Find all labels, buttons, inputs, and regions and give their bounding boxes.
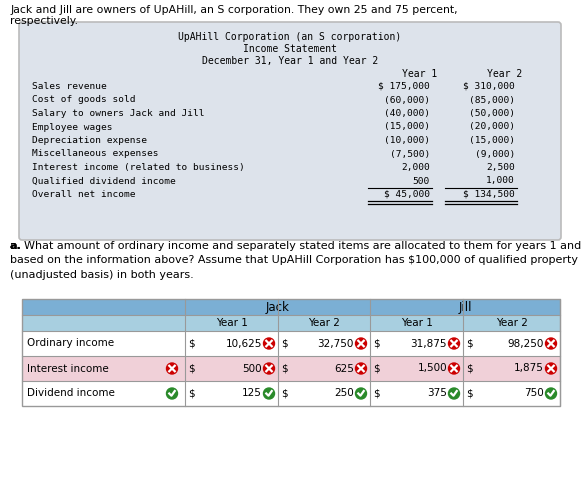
Text: respectively.: respectively.: [10, 16, 78, 26]
Text: Year 2: Year 2: [487, 69, 523, 79]
Text: 250: 250: [334, 389, 354, 398]
Text: Year 2: Year 2: [308, 318, 340, 328]
Text: Jack and Jill are owners of UpAHill, an S corporation. They own 25 and 75 percen: Jack and Jill are owners of UpAHill, an …: [10, 5, 457, 15]
Text: $: $: [281, 363, 288, 374]
Text: 10,625: 10,625: [226, 339, 262, 348]
Bar: [22, 299, 560, 406]
Text: (15,000): (15,000): [384, 122, 430, 132]
Text: $: $: [188, 363, 194, 374]
Text: Dividend income: Dividend income: [27, 389, 115, 398]
Text: Year 1: Year 1: [400, 318, 432, 328]
Text: Jill: Jill: [458, 300, 472, 313]
Text: $ 45,000: $ 45,000: [384, 190, 430, 199]
Text: $ 175,000: $ 175,000: [378, 82, 430, 91]
Text: a.: a.: [10, 241, 22, 251]
Text: Sales revenue: Sales revenue: [32, 82, 107, 91]
Text: 1,000: 1,000: [486, 177, 515, 186]
Text: 1,875: 1,875: [514, 363, 544, 374]
Circle shape: [264, 338, 275, 349]
Text: Year 1: Year 1: [402, 69, 438, 79]
Text: Salary to owners Jack and Jill: Salary to owners Jack and Jill: [32, 109, 204, 118]
Text: (15,000): (15,000): [469, 136, 515, 145]
Text: $: $: [281, 339, 288, 348]
Text: $: $: [188, 389, 194, 398]
Text: 625: 625: [334, 363, 354, 374]
Text: Cost of goods sold: Cost of goods sold: [32, 96, 136, 104]
Text: 2,500: 2,500: [486, 163, 515, 172]
Text: $: $: [466, 389, 473, 398]
Text: 125: 125: [242, 389, 262, 398]
Text: a.: a.: [10, 241, 22, 251]
Text: (10,000): (10,000): [384, 136, 430, 145]
Text: Year 2: Year 2: [495, 318, 527, 328]
Circle shape: [166, 388, 178, 399]
Text: December 31, Year 1 and Year 2: December 31, Year 1 and Year 2: [202, 56, 378, 66]
Circle shape: [356, 363, 367, 374]
Text: Income Statement: Income Statement: [243, 44, 337, 54]
Text: Year 1: Year 1: [215, 318, 247, 328]
Circle shape: [264, 388, 275, 399]
Text: 500: 500: [413, 177, 430, 186]
Text: Ordinary income: Ordinary income: [27, 339, 114, 348]
Text: (7,500): (7,500): [390, 149, 430, 158]
Text: (50,000): (50,000): [469, 109, 515, 118]
Text: $: $: [373, 389, 379, 398]
Text: Qualified dividend income: Qualified dividend income: [32, 177, 176, 186]
Circle shape: [449, 388, 460, 399]
Circle shape: [166, 363, 178, 374]
Text: 31,875: 31,875: [410, 339, 447, 348]
Circle shape: [264, 363, 275, 374]
Text: $ 134,500: $ 134,500: [463, 190, 515, 199]
Text: Miscellaneous expenses: Miscellaneous expenses: [32, 149, 158, 158]
Text: $: $: [466, 363, 473, 374]
Text: (20,000): (20,000): [469, 122, 515, 132]
Bar: [22, 315, 560, 331]
Text: Overall net income: Overall net income: [32, 190, 136, 199]
Text: 98,250: 98,250: [508, 339, 544, 348]
Bar: [22, 381, 560, 406]
Bar: [22, 356, 560, 381]
Circle shape: [545, 388, 556, 399]
Text: Interest income: Interest income: [27, 363, 109, 374]
Circle shape: [356, 388, 367, 399]
Text: 2,000: 2,000: [401, 163, 430, 172]
Circle shape: [545, 363, 556, 374]
Text: (85,000): (85,000): [469, 96, 515, 104]
Text: 500: 500: [242, 363, 262, 374]
Text: Employee wages: Employee wages: [32, 122, 112, 132]
Text: 375: 375: [427, 389, 447, 398]
Text: (60,000): (60,000): [384, 96, 430, 104]
Text: Interest income (related to business): Interest income (related to business): [32, 163, 245, 172]
Text: $ 310,000: $ 310,000: [463, 82, 515, 91]
Text: (40,000): (40,000): [384, 109, 430, 118]
Text: Jack: Jack: [265, 300, 289, 313]
Text: a. What amount of ordinary income and separately stated items are allocated to t: a. What amount of ordinary income and se…: [10, 241, 582, 280]
Text: $: $: [466, 339, 473, 348]
Text: 750: 750: [524, 389, 544, 398]
Text: 32,750: 32,750: [318, 339, 354, 348]
Text: 1,500: 1,500: [417, 363, 447, 374]
Text: Depreciation expense: Depreciation expense: [32, 136, 147, 145]
Text: $: $: [373, 339, 379, 348]
Text: $: $: [188, 339, 194, 348]
Text: $: $: [281, 389, 288, 398]
Circle shape: [449, 338, 460, 349]
Circle shape: [356, 338, 367, 349]
Bar: [22, 299, 560, 315]
Text: $: $: [373, 363, 379, 374]
Text: (9,000): (9,000): [475, 149, 515, 158]
Circle shape: [545, 338, 556, 349]
Text: UpAHill Corporation (an S corporation): UpAHill Corporation (an S corporation): [178, 32, 402, 42]
Circle shape: [449, 363, 460, 374]
FancyBboxPatch shape: [19, 22, 561, 240]
Bar: [22, 331, 560, 356]
